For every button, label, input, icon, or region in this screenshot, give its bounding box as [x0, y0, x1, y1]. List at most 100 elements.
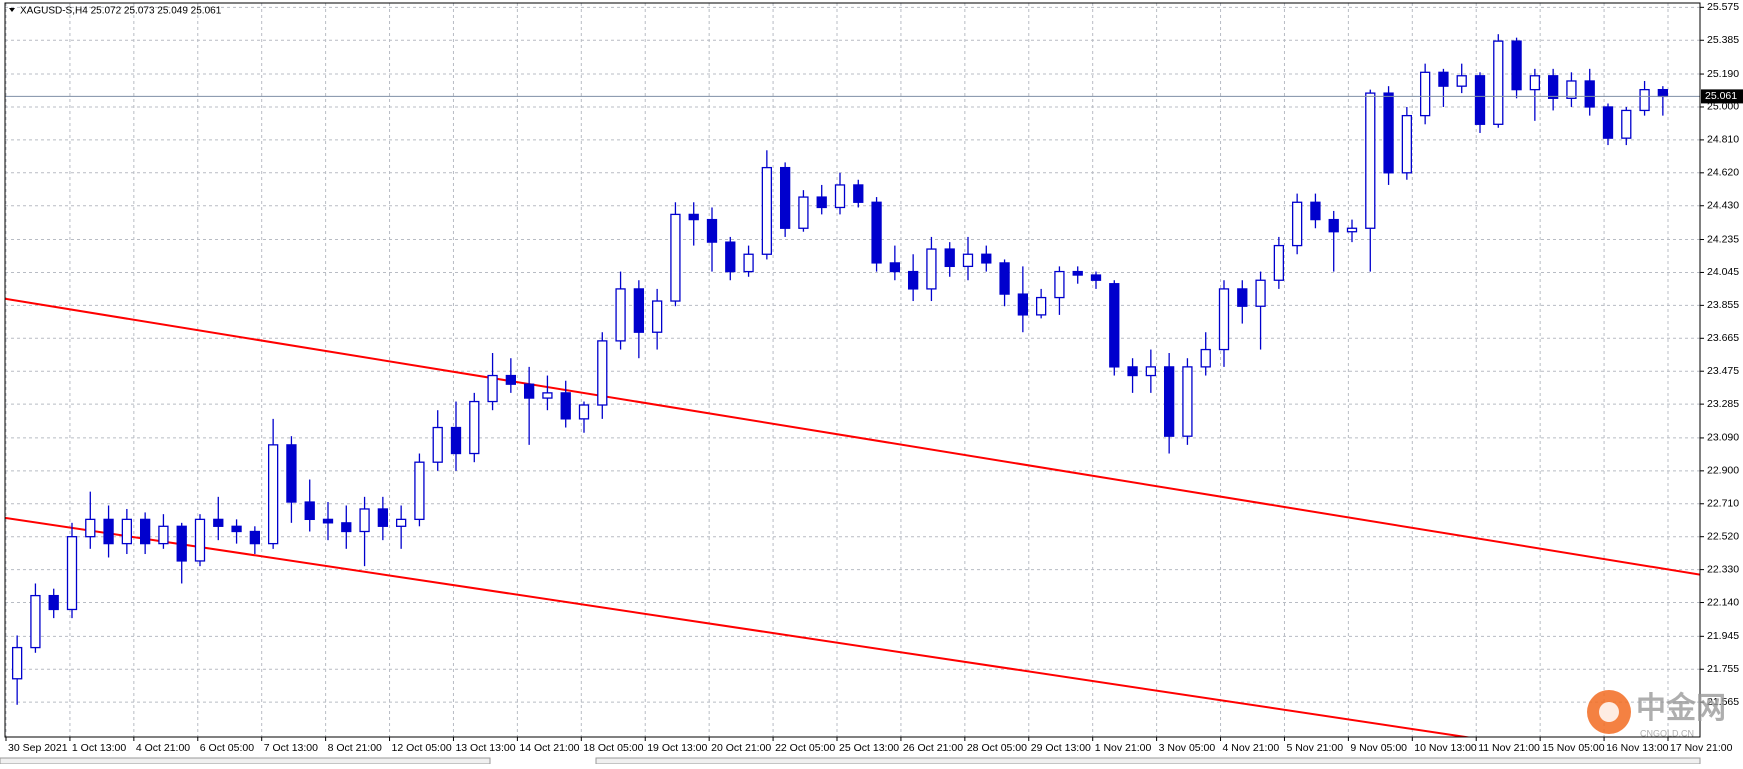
candle-body — [1346, 227, 1358, 233]
candle-body — [1438, 71, 1449, 87]
x-tick-label: 14 Oct 21:00 — [519, 742, 579, 754]
candle-body — [1072, 270, 1083, 276]
candle-body — [469, 400, 480, 455]
candle-body — [597, 340, 608, 406]
y-tick-label: 24.810 — [1707, 134, 1739, 146]
candle-body — [85, 518, 96, 538]
candle-body — [1456, 75, 1467, 87]
x-tick-label: 4 Nov 21:00 — [1223, 742, 1280, 754]
trendline — [5, 297, 1700, 576]
candle-body — [359, 508, 370, 533]
candle-body — [1639, 88, 1650, 112]
watermark-logo-inner — [1599, 702, 1619, 722]
y-tick-label: 25.190 — [1707, 68, 1739, 80]
x-tick-label: 13 Oct 13:00 — [455, 742, 515, 754]
candle-body — [395, 518, 407, 527]
candle-body — [1602, 106, 1614, 139]
candle-body — [615, 288, 626, 342]
candle-body — [249, 530, 261, 545]
candle-body — [304, 501, 315, 521]
x-tick-label: 6 Oct 05:00 — [200, 742, 254, 754]
candle-body — [944, 248, 955, 268]
candle-body — [816, 196, 827, 209]
candle-body — [1145, 366, 1157, 377]
candle-body — [688, 213, 699, 221]
scrollbar — [595, 757, 1701, 765]
candle-body — [779, 166, 791, 229]
scrollbar — [0, 757, 491, 765]
candle-body — [1584, 80, 1595, 108]
x-tick-label: 22 Oct 05:00 — [775, 742, 835, 754]
candle-body — [48, 594, 59, 611]
candle-body — [871, 201, 882, 264]
candle-body — [853, 184, 864, 203]
candle-body — [341, 522, 352, 533]
candle-body — [907, 270, 919, 290]
menu-arrow — [9, 8, 15, 12]
x-tick-label: 11 Nov 21:00 — [1478, 742, 1540, 754]
x-tick-label: 19 Oct 13:00 — [647, 742, 707, 754]
y-tick-label: 21.565 — [1707, 696, 1739, 708]
candle-body — [1621, 109, 1632, 139]
candle-body — [1054, 270, 1065, 299]
watermark-text: 中金网 — [1636, 691, 1726, 725]
candle-body — [1109, 283, 1120, 368]
candle-body — [670, 213, 681, 302]
candle-body — [1493, 40, 1504, 125]
candle-body — [286, 444, 297, 503]
candle-body — [1419, 71, 1431, 117]
candle-body — [1218, 288, 1230, 351]
y-tick-label: 24.235 — [1707, 233, 1739, 245]
trendline — [5, 516, 1473, 737]
x-tick-label: 29 Oct 13:00 — [1031, 742, 1091, 754]
x-tick-label: 5 Nov 21:00 — [1286, 742, 1343, 754]
candle-body — [231, 525, 242, 533]
candle-body — [981, 253, 992, 264]
candle-body — [66, 536, 78, 611]
candle-body — [1291, 201, 1303, 247]
candle-body — [1566, 80, 1577, 99]
candle-body — [377, 508, 389, 527]
x-tick-label: 12 Oct 05:00 — [392, 742, 452, 754]
candle-body — [1200, 348, 1211, 368]
candle-body — [1529, 75, 1541, 91]
candle-body — [267, 444, 279, 545]
candle-body — [1182, 366, 1193, 437]
y-tick-label: 22.140 — [1707, 596, 1739, 608]
x-tick-label: 20 Oct 21:00 — [711, 742, 771, 754]
y-tick-label: 22.520 — [1707, 530, 1739, 542]
candle-body — [139, 518, 151, 545]
x-tick-label: 8 Oct 21:00 — [328, 742, 382, 754]
candle-body — [1657, 88, 1669, 98]
candle-body — [450, 426, 462, 455]
candle-body — [1237, 288, 1248, 307]
y-tick-label: 24.620 — [1707, 167, 1739, 179]
candle-body — [633, 288, 645, 333]
last-price-label: 25.061 — [1705, 90, 1737, 102]
y-tick-label: 25.575 — [1707, 1, 1739, 13]
plot-frame — [4, 2, 1701, 738]
y-tick-label: 25.000 — [1707, 101, 1739, 113]
x-tick-label: 9 Nov 05:00 — [1350, 742, 1407, 754]
x-tick-label: 26 Oct 21:00 — [903, 742, 963, 754]
y-tick-label: 23.090 — [1707, 432, 1739, 444]
candle-body — [1383, 92, 1394, 174]
x-tick-label: 16 Nov 13:00 — [1606, 742, 1669, 754]
candle-body — [1035, 296, 1047, 316]
candle-body — [1127, 366, 1138, 377]
candle-body — [834, 184, 846, 209]
candle-body — [962, 253, 974, 268]
x-tick-label: 3 Nov 05:00 — [1159, 742, 1216, 754]
candle-body — [1090, 274, 1102, 281]
candle-body — [523, 383, 535, 399]
candle-body — [1328, 218, 1339, 233]
x-tick-label: 4 Oct 21:00 — [136, 742, 190, 754]
candle-body — [1163, 366, 1175, 437]
x-tick-label: 18 Oct 05:00 — [583, 742, 643, 754]
candle-body — [1474, 75, 1486, 125]
x-tick-label: 30 Sep 2021 — [8, 742, 68, 754]
candle-body — [1273, 244, 1285, 281]
candle-body — [1017, 293, 1029, 316]
candle-body — [651, 300, 663, 333]
x-tick-label: 1 Nov 21:00 — [1095, 742, 1152, 754]
